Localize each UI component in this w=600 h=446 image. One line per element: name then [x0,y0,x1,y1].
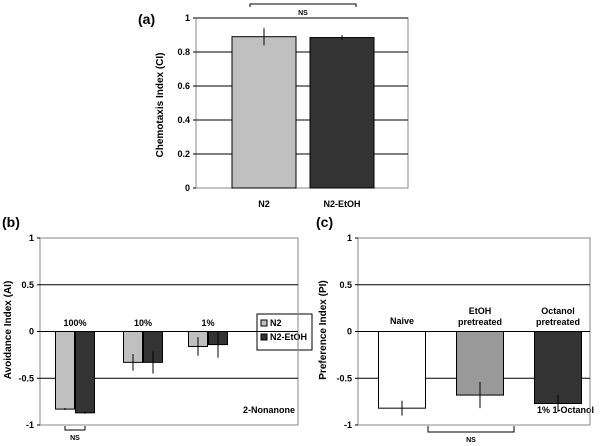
panel-b-legend-swatch [260,333,268,341]
panel-c-ns-label: NS [466,437,476,444]
panel-c-y-tick-label: -0.5 [336,373,352,383]
panel-b-ns-label: NS [70,435,80,442]
panel-b-y-tick-label: 1 [29,233,34,243]
panel-c-bar [534,331,582,404]
panel-a-y-tick-label: 0 [185,183,190,193]
panel-b-ns-bracket [64,426,86,431]
panel-a-y-tick-label: 1 [185,13,190,23]
panel-b-legend-label: N2-EtOH [270,332,307,342]
panel-a-y-tick-label: 0.4 [177,115,190,125]
panel-b-avoidance-chart: (b) Avoidance Index (AI) 2-Nonanone N2 N2… [2,214,313,442]
panel-c-category-label: Naive [390,316,414,326]
panel-c-y-axis-title: Preference Index (PI) [318,280,329,379]
panel-a-letter: (a) [138,11,155,27]
panel-b-odorant-note: 2-Nonanone [243,405,295,415]
panel-c-category-label: Octanol pretreated [536,306,580,327]
panel-c-y-tick-label: 0.5 [339,280,352,290]
panel-c-bar [378,331,426,409]
panel-c-preference-chart: (c) Preference Index (PI) 1% 1-Octanol -… [316,214,594,444]
panel-c-ns-bracket [427,426,515,433]
panel-b-y-tick-label: 0 [29,327,34,337]
panel-b-concentration-label: 10% [134,318,152,328]
panel-c-y-tick-label: 1 [347,233,352,243]
panel-b-bar-n2-etoh [75,331,95,414]
panel-b-y-axis-title: Avoidance Index (AI) [3,281,14,380]
panel-a-bar-n2-etoh [309,37,375,189]
panel-b-bar-n2 [55,331,75,410]
panel-a-y-axis-title: Chemotaxis Index (CI) [155,52,166,157]
panel-a-x-tick-label: N2-EtOH [323,199,360,209]
panel-c-odorant-note: 1% 1-Octanol [537,405,594,415]
panel-a-chemotaxis-chart: (a) Chemotaxis Index (CI) 0 0.2 0.4 0.6 0.8 1… [138,3,409,209]
panel-b-y-tick-label: -0.5 [18,373,34,383]
panel-a-plot-frame [195,17,409,189]
panel-a-bar-n2 [231,36,297,189]
panel-b-legend-label: N2 [270,318,282,328]
panel-a-ns-bracket [249,3,357,7]
panel-b-y-tick-label: 0.5 [21,280,34,290]
panel-c-y-tick-label: 0 [347,327,352,337]
panel-a-y-tick-label: 0.6 [177,81,190,91]
panel-a-ns-label: NS [298,10,308,17]
panel-b-concentration-label: 100% [63,318,86,328]
panel-b-legend-swatch [260,319,268,327]
panel-c-category-label: EtOH pretreated [458,306,502,327]
panel-a-y-tick-label: 0.2 [177,149,190,159]
panel-c-y-tick-label: -1 [344,420,352,430]
panel-b-y-tick-label: -1 [26,420,34,430]
panel-b-concentration-label: 1% [201,318,214,328]
panel-a-x-tick-label: N2 [258,199,270,209]
panel-a-y-tick-label: 0.8 [177,47,190,57]
panel-b-letter: (b) [2,214,20,230]
panel-c-letter: (c) [316,214,333,230]
